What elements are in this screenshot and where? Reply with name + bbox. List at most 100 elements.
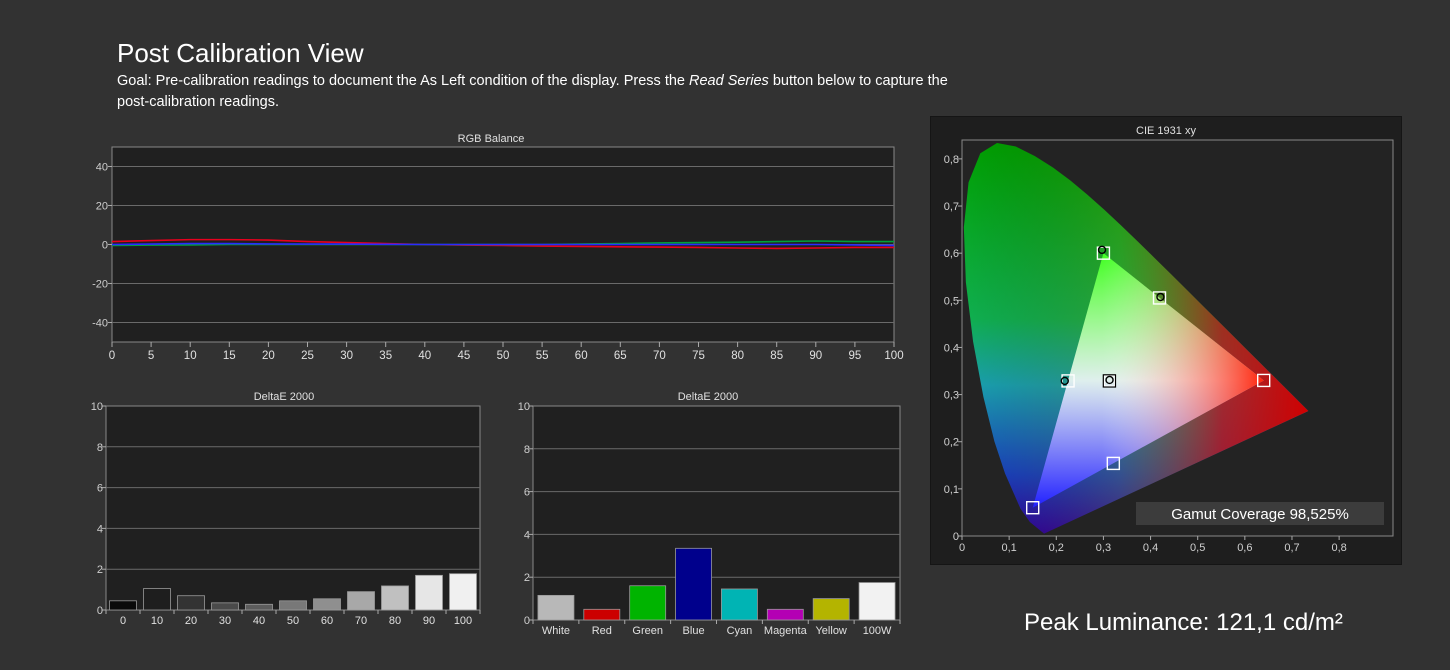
cie-ytick-label: 0,8 bbox=[944, 154, 959, 166]
de2-ytick-label: 4 bbox=[524, 529, 530, 541]
rgb-xtick-label: 55 bbox=[536, 350, 549, 362]
de2-bar bbox=[583, 608, 621, 621]
rgb-balance-title: RGB Balance bbox=[458, 133, 525, 145]
cie-title: CIE 1931 xy bbox=[1136, 125, 1196, 137]
de1-bar bbox=[279, 600, 307, 611]
rgb-xtick-label: 70 bbox=[653, 350, 666, 362]
rgb-xtick-label: 25 bbox=[301, 350, 314, 362]
cie-ytick-label: 0,6 bbox=[944, 248, 959, 260]
rgb-xtick-label: 30 bbox=[340, 350, 353, 362]
de1-ytick-label: 10 bbox=[91, 401, 103, 413]
de1-bar bbox=[109, 600, 137, 611]
cie-xtick-label: 0,3 bbox=[1096, 542, 1111, 554]
de1-ytick-label: 4 bbox=[97, 523, 103, 535]
de2-bar bbox=[812, 598, 850, 621]
de1-xtick-label: 70 bbox=[355, 615, 367, 627]
de2-xtick-label: Blue bbox=[683, 625, 705, 637]
cie-measured-point bbox=[1105, 375, 1114, 385]
de2-xtick-label: Cyan bbox=[727, 625, 753, 637]
cie-xtick-label: 0,2 bbox=[1049, 542, 1064, 554]
de1-xtick-label: 40 bbox=[253, 615, 265, 627]
rgb-xtick-label: 95 bbox=[849, 350, 862, 362]
de2-bar bbox=[766, 608, 804, 621]
cie-measured-point bbox=[1156, 292, 1165, 302]
de1-xtick-label: 30 bbox=[219, 615, 231, 627]
de1-xtick-label: 20 bbox=[185, 615, 197, 627]
de2-bar bbox=[629, 585, 667, 621]
cie-ytick-label: 0,3 bbox=[944, 390, 959, 402]
cie-ytick-label: 0,7 bbox=[944, 201, 959, 213]
cie-xtick-label: 0 bbox=[959, 542, 965, 554]
rgb-xtick-label: 15 bbox=[223, 350, 236, 362]
de2-bar bbox=[721, 588, 758, 621]
de1-xtick-label: 10 bbox=[151, 615, 163, 627]
cie-target-white bbox=[1102, 374, 1117, 388]
rgb-xtick-label: 100 bbox=[884, 350, 903, 362]
peak-luminance: Peak Luminance: 121,1 cd/m² bbox=[1024, 609, 1343, 636]
de1-ytick-label: 6 bbox=[97, 483, 103, 495]
de2-ytick-label: 8 bbox=[524, 444, 530, 456]
rgb-xtick-label: 0 bbox=[109, 350, 115, 362]
page-title: Post Calibration View bbox=[117, 38, 364, 68]
cie-measured-point bbox=[1097, 245, 1107, 255]
cie-target-yellow bbox=[1152, 291, 1167, 305]
de1-xtick-label: 0 bbox=[120, 615, 126, 627]
de1-xtick-label: 100 bbox=[454, 615, 472, 627]
rgb-ytick-label: 0 bbox=[102, 240, 108, 252]
cie-ytick-label: 0,1 bbox=[944, 484, 959, 496]
cie-gamut-triangle-overlay bbox=[1032, 253, 1264, 508]
de1-bar bbox=[143, 588, 171, 611]
cie-xtick-label: 0,5 bbox=[1190, 542, 1205, 554]
deltae-colors-title: DeltaE 2000 bbox=[678, 391, 739, 403]
deltae-colors-chart: DeltaE 2000 10 8 6 4 2 0 White Red Green Blue Cyan… bbox=[518, 391, 901, 637]
rgb-xtick-label: 50 bbox=[497, 350, 510, 362]
cie-xtick-label: 0,6 bbox=[1237, 542, 1252, 554]
de2-xtick-label: Green bbox=[632, 625, 663, 637]
de2-ytick-label: 10 bbox=[518, 401, 530, 413]
cie-target-blue bbox=[1026, 501, 1040, 515]
rgb-xtick-label: 85 bbox=[770, 350, 783, 362]
cie-ytick-label: 0,5 bbox=[944, 295, 959, 307]
goal-text: Goal: Pre-calibration readings to docume… bbox=[117, 73, 948, 110]
rgb-xtick-label: 75 bbox=[692, 350, 705, 362]
cie-xtick-label: 0,4 bbox=[1143, 542, 1158, 554]
cie-ytick-label: 0,2 bbox=[944, 437, 959, 449]
rgb-xtick-label: 10 bbox=[184, 350, 197, 362]
cie-target-cyan bbox=[1061, 374, 1075, 388]
de2-bar bbox=[675, 547, 712, 621]
rgb-ytick-label: -20 bbox=[92, 279, 108, 291]
cie-xtick-label: 0,7 bbox=[1284, 542, 1299, 554]
cie-xtick-label: 0,1 bbox=[1001, 542, 1016, 554]
de1-bar bbox=[211, 602, 239, 611]
rgb-xtick-label: 5 bbox=[148, 350, 154, 362]
rgb-ytick-label: 40 bbox=[96, 162, 108, 174]
de1-bar bbox=[177, 595, 205, 611]
de2-ytick-label: 2 bbox=[524, 572, 530, 584]
cie-target-magenta bbox=[1106, 456, 1121, 471]
de1-bar bbox=[381, 585, 409, 611]
rgb-xtick-label: 20 bbox=[262, 350, 275, 362]
rgb-xtick-label: 40 bbox=[418, 350, 431, 362]
de2-xtick-label: White bbox=[542, 625, 570, 637]
de2-bar bbox=[858, 582, 896, 621]
de1-bar bbox=[313, 598, 341, 611]
de2-xtick-label: Yellow bbox=[815, 625, 846, 637]
de2-xtick-label: 100W bbox=[863, 625, 892, 637]
de2-xtick-label: Red bbox=[592, 625, 612, 637]
de1-bar bbox=[245, 603, 273, 611]
de1-xtick-label: 50 bbox=[287, 615, 299, 627]
rgb-xtick-label: 35 bbox=[379, 350, 392, 362]
de1-xtick-label: 80 bbox=[389, 615, 401, 627]
de1-bar bbox=[347, 591, 375, 611]
rgb-balance-chart: RGB Balance 40 20 0 -20 -40 0 5 10 15 20 25 30 35 40 4… bbox=[92, 133, 904, 362]
cie-panel: CIE 1931 xy 0 0,1 0,2 0,3 0,4 0,5 0,6 0,7 0,8 0,8… bbox=[930, 116, 1402, 565]
rgb-xtick-label: 60 bbox=[575, 350, 588, 362]
cie-measured-point bbox=[1060, 376, 1069, 386]
rgb-series-line-0 bbox=[111, 238, 894, 250]
de1-ytick-label: 8 bbox=[97, 442, 103, 454]
read-series-emphasis: Read Series bbox=[689, 73, 769, 89]
de1-xtick-label: 60 bbox=[321, 615, 333, 627]
de1-ytick-label: 2 bbox=[97, 564, 103, 576]
cie-1931-chart: CIE 1931 xy 0 0,1 0,2 0,3 0,4 0,5 0,6 0,7 0,8 0,8… bbox=[944, 125, 1394, 554]
